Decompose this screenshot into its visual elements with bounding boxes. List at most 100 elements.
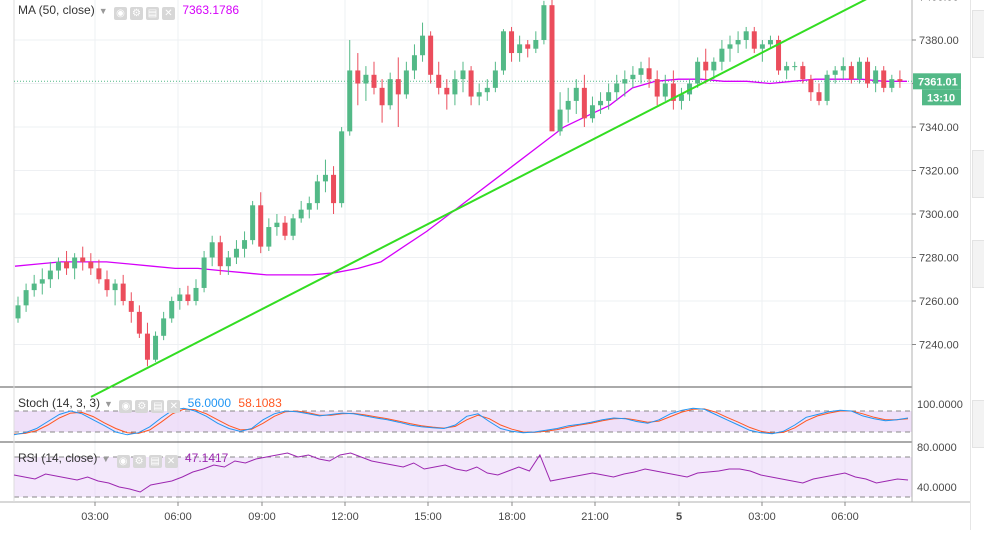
candle-body (15, 305, 21, 319)
candle-body (322, 174, 328, 182)
candle-body (387, 79, 393, 106)
trendline (90, 0, 867, 398)
candle-body (201, 257, 207, 288)
price-tick-label: 7280.00 (919, 253, 959, 265)
price-tick-label: 7260.00 (919, 296, 959, 308)
copy-icon[interactable]: ▤ (148, 455, 162, 468)
candle-body (824, 74, 830, 101)
ma-line (14, 78, 907, 276)
candle-body (784, 66, 790, 71)
rsi-legend: RSI (14, close) ▼ ◉ ⚙ ▤ ✕ 47.1417 (18, 451, 228, 468)
candle-body (161, 318, 167, 336)
rsi-line (13, 452, 909, 493)
price-badge-bg (913, 73, 961, 90)
candle-body (816, 92, 822, 101)
candle-body (541, 5, 547, 40)
close-icon[interactable]: ✕ (167, 400, 181, 413)
copy-icon[interactable]: ▤ (151, 400, 165, 413)
right-panel-tab[interactable] (972, 10, 984, 58)
candle-body (436, 74, 442, 88)
candle-body (371, 74, 377, 88)
candle-body (767, 40, 773, 45)
candle-body (274, 222, 280, 228)
candle-body (347, 70, 353, 132)
candle-body (314, 181, 320, 204)
price-tick-label: 7320.00 (919, 166, 959, 178)
candle-body (144, 333, 150, 360)
right-panel-tab[interactable] (972, 400, 984, 448)
candle-body (39, 279, 45, 284)
rsi-band (14, 457, 912, 497)
price-tick-label: 7300.00 (919, 209, 959, 221)
candle-body (711, 61, 717, 71)
candle-body (678, 94, 684, 101)
copy-icon[interactable]: ▤ (145, 7, 159, 20)
dropdown-caret-icon[interactable]: ▼ (104, 399, 113, 409)
candle-body (379, 87, 385, 106)
candle-body (209, 242, 215, 258)
close-icon[interactable]: ✕ (161, 7, 175, 20)
time-tick-label: 15:00 (414, 511, 442, 523)
candle-body (606, 92, 612, 101)
countdown-badge-bg (922, 89, 961, 106)
candle-body (638, 68, 644, 75)
eye-icon[interactable]: ◉ (119, 400, 133, 413)
candle-body (242, 240, 248, 249)
candle-body (233, 248, 239, 258)
stoch-tick-label: 100.0000 (917, 399, 963, 411)
eye-icon[interactable]: ◉ (116, 455, 130, 468)
countdown-label: 13:10 (927, 92, 955, 104)
candle-body (743, 31, 749, 40)
candle-body (695, 61, 701, 84)
settings-icon[interactable]: ⚙ (129, 7, 143, 20)
candle-body (517, 44, 523, 54)
candle-body (881, 70, 887, 88)
candle-body (776, 40, 782, 71)
candle-body (266, 227, 272, 247)
settings-icon[interactable]: ⚙ (135, 400, 149, 413)
candle-body (735, 40, 741, 45)
price-tick-label: 7340.00 (919, 122, 959, 134)
stoch-indicator-label[interactable]: Stoch (14, 3, 3) (18, 396, 101, 410)
candle-body (703, 61, 709, 71)
candle-body (565, 100, 571, 110)
rsi-indicator-label[interactable]: RSI (14, close) (18, 451, 98, 465)
candle-body (727, 44, 733, 49)
candle-body (444, 87, 450, 95)
candle-body (23, 290, 29, 306)
candle-body (848, 66, 854, 80)
right-panel-tab[interactable] (972, 240, 984, 288)
time-tick-label: 03:00 (81, 511, 109, 523)
settings-icon[interactable]: ⚙ (132, 455, 146, 468)
eye-icon[interactable]: ◉ (113, 7, 127, 20)
dropdown-caret-icon[interactable]: ▼ (101, 454, 111, 464)
candle-body (120, 283, 126, 301)
right-panel-tab[interactable] (972, 150, 984, 198)
candle-body (411, 55, 417, 71)
candle-body (897, 79, 903, 82)
candle-body (865, 61, 871, 84)
ma-indicator-label[interactable]: MA (50, close) (18, 3, 95, 17)
time-tick-label: 09:00 (248, 511, 276, 523)
candle-body (428, 35, 434, 75)
candle-body (792, 66, 798, 68)
dropdown-caret-icon[interactable]: ▼ (98, 6, 108, 16)
candle-body (492, 70, 498, 88)
candle-body (873, 70, 879, 84)
stoch-k-line (13, 407, 909, 436)
candle-body (525, 44, 531, 49)
candle-body (128, 301, 134, 312)
close-icon[interactable]: ✕ (164, 455, 178, 468)
stoch-legend: Stoch (14, 3, 3) ▼ ◉ ⚙ ▤ ✕ 56.0000 58.1083 (18, 396, 282, 413)
candle-body (64, 261, 70, 269)
candle-body (47, 270, 53, 280)
candle-body (808, 79, 814, 93)
candle-body (355, 70, 361, 84)
candle-body (55, 261, 61, 271)
candle-body (177, 294, 183, 301)
candle-body (589, 105, 595, 119)
candle-body (856, 61, 862, 80)
candle-body (96, 268, 102, 280)
